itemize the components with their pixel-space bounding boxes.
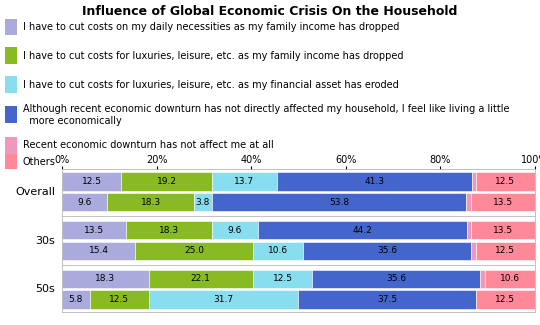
Bar	[5, 76, 17, 93]
Text: 25.0: 25.0	[184, 246, 204, 255]
Text: 12.5: 12.5	[495, 295, 515, 304]
Text: 44.2: 44.2	[352, 226, 372, 235]
Bar	[258, 221, 467, 239]
Text: 10.6: 10.6	[500, 274, 520, 283]
Bar	[472, 173, 476, 190]
Bar	[212, 221, 258, 239]
Bar	[5, 137, 17, 154]
Bar	[121, 173, 212, 190]
Text: 12.5: 12.5	[109, 295, 129, 304]
Text: 12.5: 12.5	[82, 177, 102, 186]
Text: 41.3: 41.3	[364, 177, 384, 186]
Text: 37.5: 37.5	[377, 295, 397, 304]
Bar	[467, 221, 471, 239]
Bar	[466, 193, 471, 211]
Text: 13.5: 13.5	[492, 226, 513, 235]
Bar	[62, 291, 90, 308]
Bar	[135, 242, 253, 260]
Bar	[476, 291, 535, 308]
Text: 30s: 30s	[35, 236, 55, 245]
Text: 12.5: 12.5	[273, 274, 293, 283]
Bar	[476, 173, 535, 190]
Bar	[212, 193, 466, 211]
Text: I have to cut costs on my daily necessities as my family income has dropped: I have to cut costs on my daily necessit…	[23, 22, 399, 32]
Bar	[312, 270, 480, 288]
Bar	[253, 242, 303, 260]
Bar	[471, 221, 535, 239]
Text: I have to cut costs for luxuries, leisure, etc. as my financial asset has eroded: I have to cut costs for luxuries, leisur…	[23, 80, 399, 89]
Text: 12.5: 12.5	[495, 177, 515, 186]
Text: 22.1: 22.1	[191, 274, 211, 283]
Text: I have to cut costs for luxuries, leisure, etc. as my family income has dropped: I have to cut costs for luxuries, leisur…	[23, 51, 403, 61]
Bar	[90, 291, 148, 308]
Bar	[303, 242, 471, 260]
Bar	[148, 270, 253, 288]
Bar	[485, 270, 535, 288]
Text: 5.8: 5.8	[69, 295, 83, 304]
Bar	[62, 242, 135, 260]
Text: 13.7: 13.7	[234, 177, 254, 186]
Text: Influence of Global Economic Crisis On the Household: Influence of Global Economic Crisis On t…	[82, 5, 458, 18]
Bar	[62, 221, 126, 239]
Bar	[62, 193, 107, 211]
Text: Others: Others	[23, 157, 56, 167]
Bar	[194, 193, 212, 211]
Bar	[126, 221, 212, 239]
Text: 50s: 50s	[35, 284, 55, 294]
Text: Although recent economic downturn has not directly affected my household, I feel: Although recent economic downturn has no…	[23, 104, 509, 126]
Text: 35.6: 35.6	[386, 274, 406, 283]
Text: Overall: Overall	[15, 187, 55, 197]
Text: 9.6: 9.6	[78, 198, 92, 207]
Text: 10.6: 10.6	[268, 246, 288, 255]
Bar	[276, 173, 472, 190]
Text: 3.8: 3.8	[195, 198, 210, 207]
Bar	[5, 19, 17, 35]
Bar	[476, 242, 535, 260]
Bar	[62, 270, 149, 288]
Text: 31.7: 31.7	[213, 295, 233, 304]
Text: 12.5: 12.5	[495, 246, 515, 255]
Bar	[5, 47, 17, 64]
Text: 35.6: 35.6	[377, 246, 397, 255]
Bar	[212, 173, 276, 190]
Bar	[471, 242, 476, 260]
Bar	[480, 270, 485, 288]
Text: 18.3: 18.3	[140, 198, 161, 207]
Text: 13.5: 13.5	[492, 198, 513, 207]
Bar	[471, 193, 535, 211]
Bar	[107, 193, 194, 211]
Bar	[148, 291, 299, 308]
Text: 53.8: 53.8	[329, 198, 349, 207]
Text: 19.2: 19.2	[157, 177, 177, 186]
Bar	[5, 154, 17, 171]
Bar	[253, 270, 312, 288]
Text: 13.5: 13.5	[84, 226, 104, 235]
Bar	[299, 291, 476, 308]
Text: Recent economic downturn has not affect me at all: Recent economic downturn has not affect …	[23, 140, 273, 150]
Bar	[5, 107, 17, 124]
Text: 9.6: 9.6	[228, 226, 242, 235]
Text: 15.4: 15.4	[89, 246, 109, 255]
Text: 18.3: 18.3	[95, 274, 116, 283]
Text: 18.3: 18.3	[159, 226, 179, 235]
Bar	[62, 173, 121, 190]
